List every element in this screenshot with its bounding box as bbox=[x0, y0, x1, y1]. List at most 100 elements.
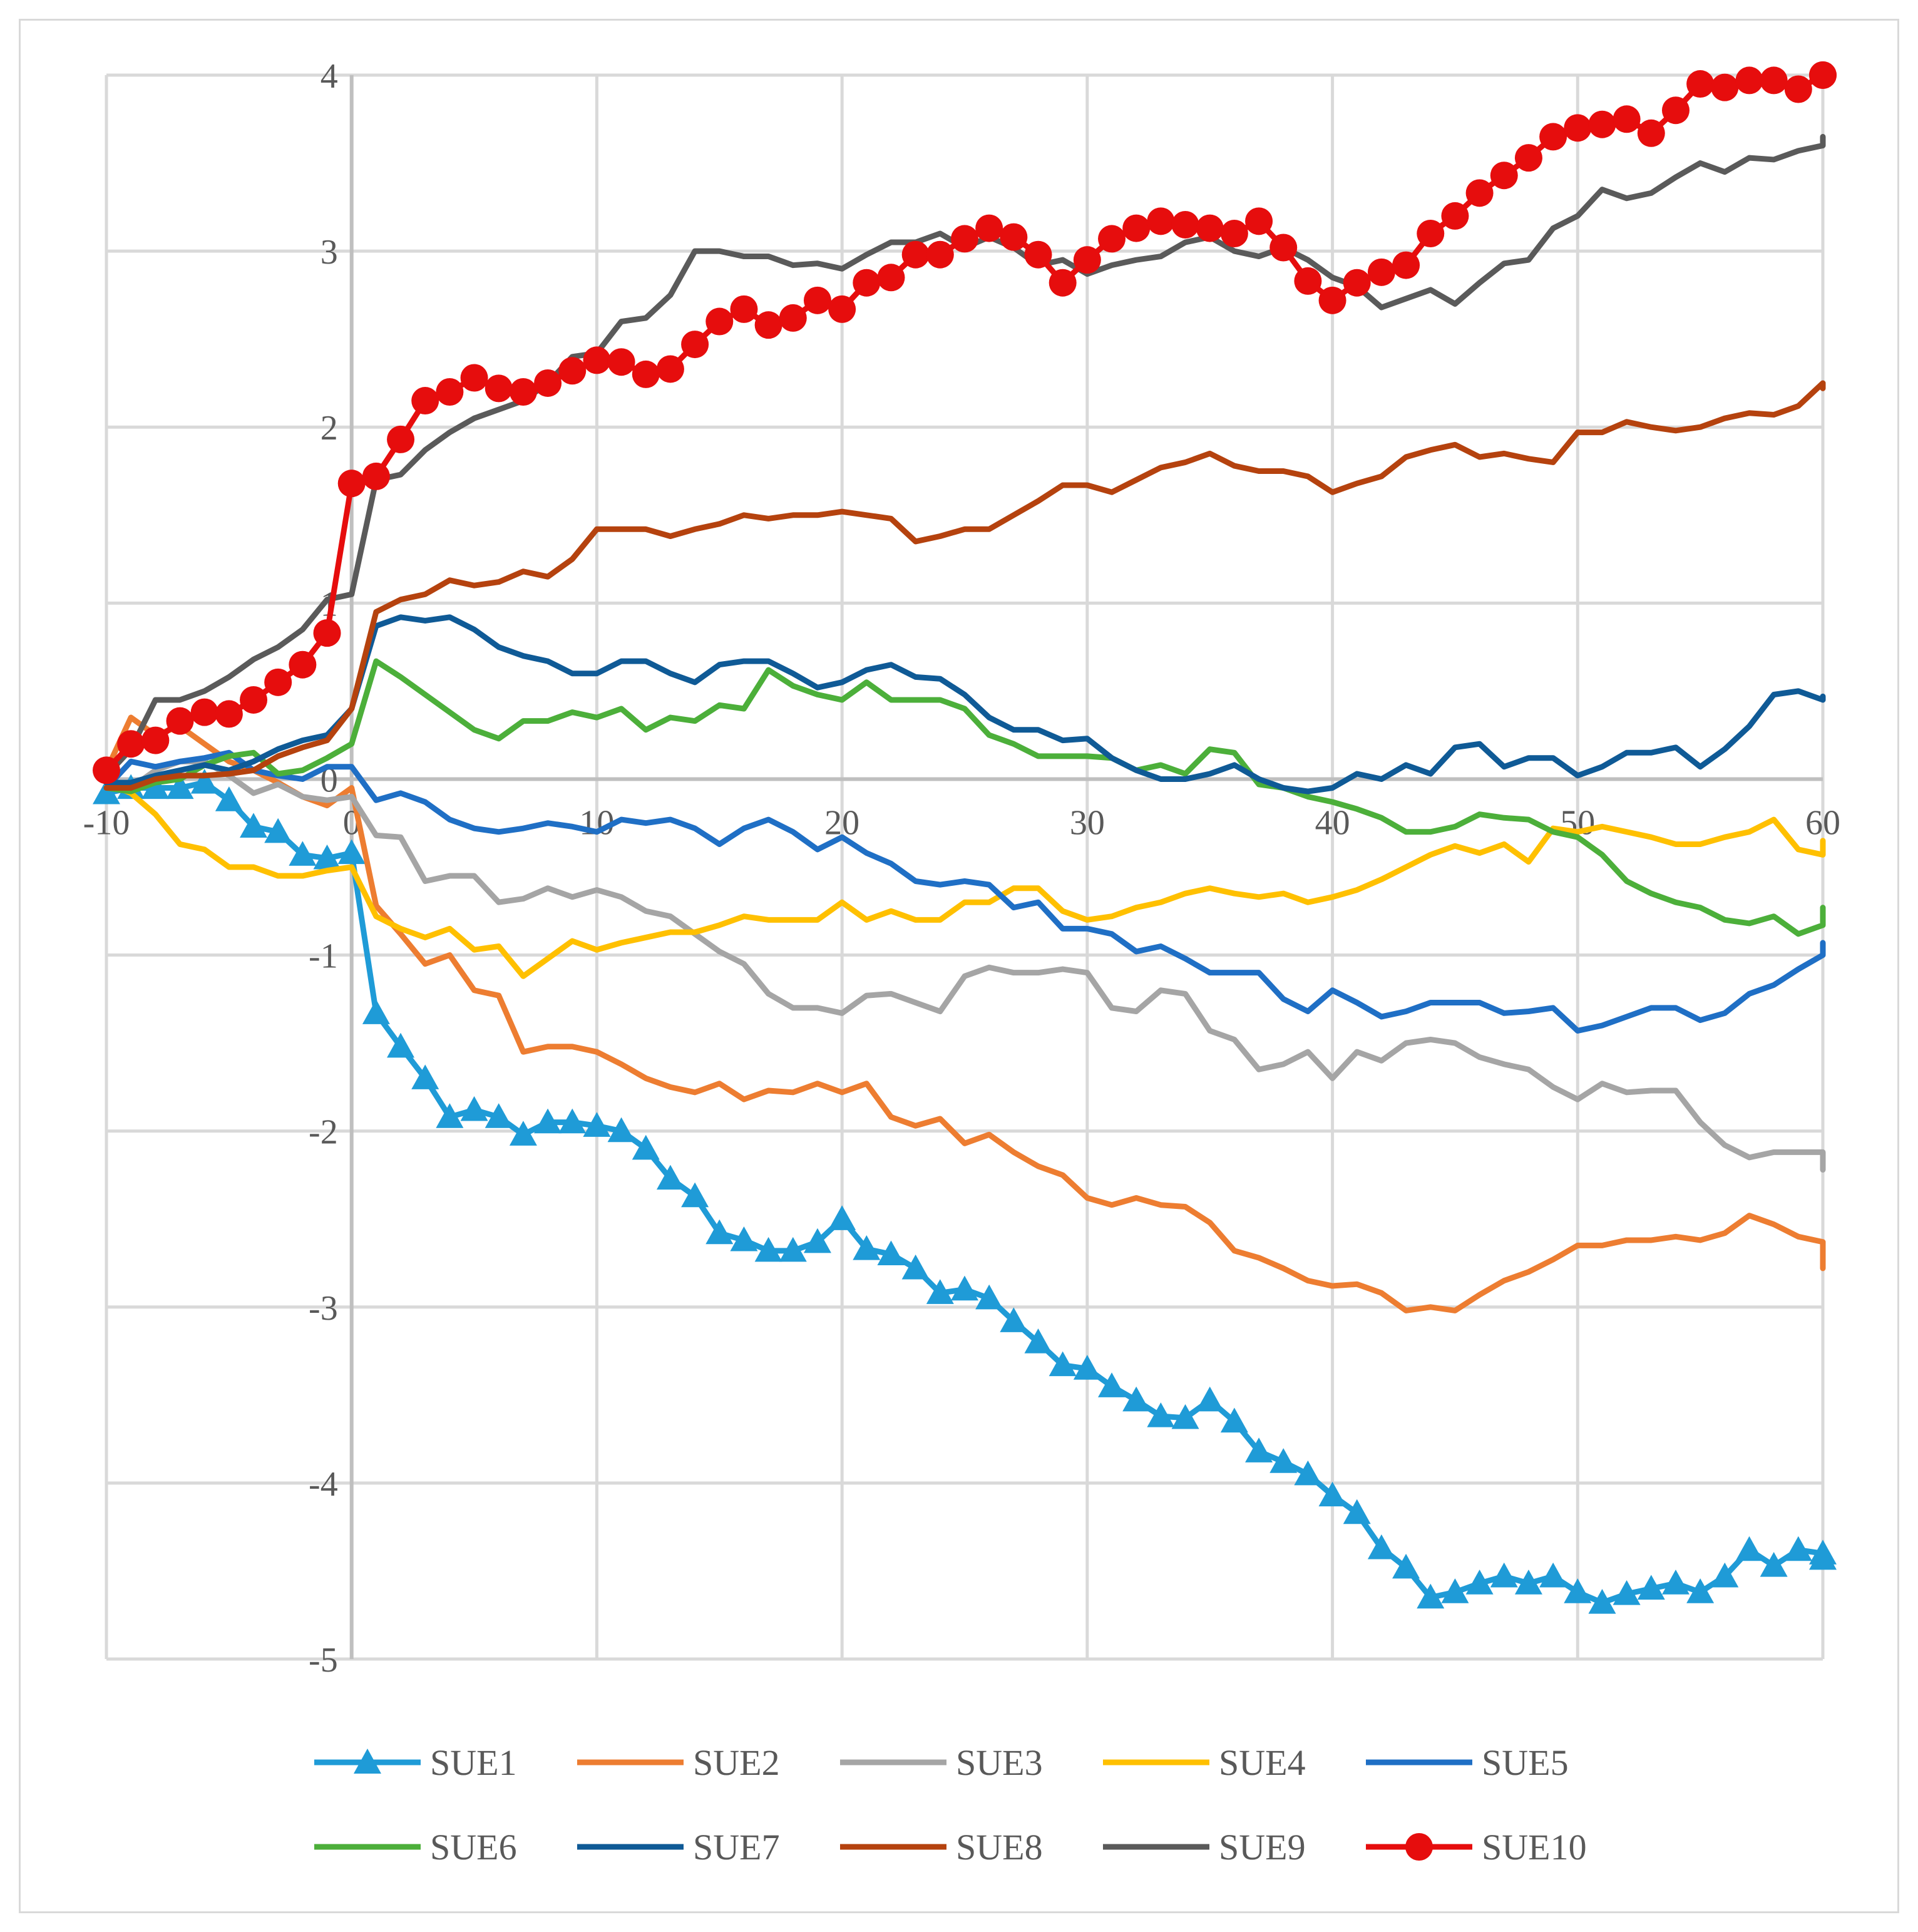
data-point bbox=[1343, 269, 1371, 297]
data-point bbox=[1269, 234, 1298, 262]
y-tick-label: -2 bbox=[309, 1113, 338, 1152]
data-point bbox=[1784, 75, 1812, 103]
x-tick-label: -10 bbox=[83, 803, 130, 842]
legend-label: SUE10 bbox=[1482, 1827, 1587, 1868]
legend-item-sue8: SUE8 bbox=[840, 1827, 1043, 1868]
data-point bbox=[1073, 1355, 1101, 1380]
data-point bbox=[877, 264, 905, 292]
y-tick-label: 4 bbox=[321, 57, 338, 96]
x-tick-label: 40 bbox=[1315, 803, 1350, 842]
gridlines bbox=[105, 73, 1825, 1661]
data-point bbox=[337, 839, 366, 865]
data-point bbox=[607, 1117, 635, 1143]
data-point bbox=[509, 378, 537, 406]
series-line-sue6 bbox=[103, 658, 1826, 937]
data-point bbox=[1392, 251, 1420, 279]
data-point bbox=[141, 774, 170, 799]
legend-label: SUE6 bbox=[430, 1827, 517, 1868]
data-point bbox=[1735, 66, 1763, 95]
axes bbox=[106, 75, 1823, 1659]
data-point bbox=[1441, 202, 1469, 230]
data-point bbox=[656, 355, 684, 383]
data-point bbox=[1318, 1481, 1346, 1507]
data-point bbox=[436, 378, 464, 406]
data-point bbox=[337, 470, 366, 498]
data-point bbox=[289, 841, 317, 866]
data-point bbox=[803, 1228, 831, 1253]
data-point bbox=[1465, 179, 1494, 207]
data-point bbox=[1073, 246, 1101, 274]
legend-label: SUE3 bbox=[956, 1742, 1043, 1783]
data-point bbox=[1711, 73, 1739, 101]
data-point bbox=[975, 1284, 1003, 1310]
data-point bbox=[607, 348, 635, 376]
legend-item-sue6: SUE6 bbox=[314, 1827, 517, 1868]
data-point bbox=[901, 1254, 930, 1280]
legend-marker bbox=[354, 1749, 381, 1774]
data-point bbox=[1686, 70, 1715, 98]
data-point bbox=[926, 240, 954, 269]
data-point bbox=[803, 286, 831, 314]
data-point bbox=[1269, 1448, 1298, 1473]
series-sue8 bbox=[103, 380, 1826, 791]
data-point bbox=[362, 462, 390, 490]
legend-item-sue7: SUE7 bbox=[577, 1827, 780, 1868]
legend-item-sue4: SUE4 bbox=[1103, 1742, 1306, 1783]
data-point bbox=[1588, 110, 1616, 138]
data-point bbox=[1539, 123, 1567, 151]
data-point bbox=[387, 425, 415, 453]
data-point bbox=[1588, 1589, 1616, 1614]
data-point bbox=[166, 774, 194, 799]
data-point bbox=[1147, 1402, 1175, 1427]
data-point bbox=[754, 1236, 782, 1262]
series-line-sue8 bbox=[103, 380, 1826, 791]
data-point bbox=[1564, 1578, 1592, 1603]
data-point bbox=[1171, 1404, 1199, 1429]
legend-item-sue9: SUE9 bbox=[1103, 1827, 1306, 1868]
data-point bbox=[901, 240, 930, 269]
data-point bbox=[1686, 1578, 1715, 1603]
series-sue4 bbox=[103, 779, 1826, 979]
data-point bbox=[1392, 1553, 1420, 1579]
data-point bbox=[1024, 1328, 1052, 1354]
data-point bbox=[1171, 210, 1199, 239]
data-point bbox=[1711, 1562, 1739, 1588]
legend-label: SUE1 bbox=[430, 1742, 517, 1783]
data-point bbox=[1098, 225, 1126, 253]
data-point bbox=[117, 730, 145, 758]
data-point bbox=[141, 726, 170, 754]
data-point bbox=[1490, 1562, 1518, 1588]
data-point bbox=[1514, 1570, 1542, 1595]
data-point bbox=[215, 700, 243, 728]
data-point bbox=[558, 357, 587, 385]
data-point bbox=[926, 1279, 954, 1304]
data-point bbox=[632, 360, 660, 388]
data-point bbox=[1196, 1386, 1224, 1412]
legend: SUE1 SUE2 SUE3 SUE4 SUE5 SUE6 SUE7 SUE8 SUE9 SUE1… bbox=[314, 1742, 1587, 1868]
data-point bbox=[190, 769, 218, 794]
legend-item-sue1: SUE1 bbox=[314, 1742, 517, 1783]
data-point bbox=[558, 1108, 587, 1134]
legend-marker bbox=[1405, 1833, 1433, 1861]
data-point bbox=[1735, 1536, 1763, 1561]
data-point bbox=[1514, 144, 1542, 172]
data-point bbox=[1245, 207, 1273, 235]
data-point bbox=[289, 650, 317, 679]
data-point bbox=[240, 813, 268, 838]
data-point bbox=[1760, 1552, 1788, 1577]
series-sue10 bbox=[93, 61, 1837, 784]
data-point bbox=[166, 707, 194, 735]
data-point bbox=[93, 779, 120, 804]
data-point bbox=[1049, 1351, 1077, 1377]
data-point bbox=[1613, 1580, 1641, 1605]
data-point bbox=[1367, 258, 1395, 286]
data-point bbox=[951, 225, 978, 253]
data-point bbox=[730, 1226, 758, 1251]
legend-label: SUE5 bbox=[1482, 1742, 1569, 1783]
data-point bbox=[1564, 114, 1592, 142]
data-point bbox=[460, 364, 488, 392]
data-point bbox=[779, 304, 807, 332]
series-line-sue5 bbox=[103, 749, 1826, 1034]
y-tick-label: -1 bbox=[309, 937, 338, 976]
data-point bbox=[754, 311, 782, 339]
